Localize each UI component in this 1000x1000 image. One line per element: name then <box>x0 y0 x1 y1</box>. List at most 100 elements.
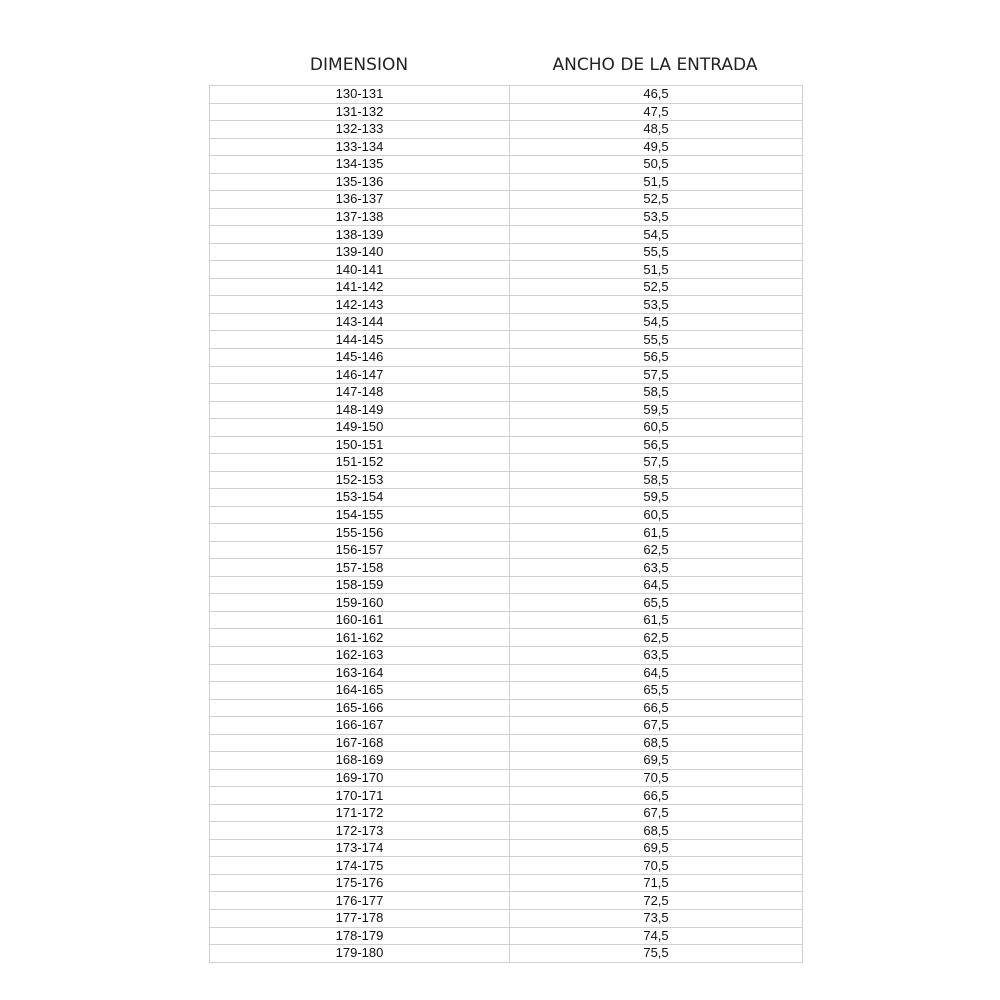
dimension-cell: 146-147 <box>209 365 510 385</box>
table-row: 150-151 56,5 <box>209 435 803 455</box>
table-row: 153-154 59,5 <box>209 488 803 507</box>
table-row: 133-134 49,5 <box>209 137 803 157</box>
table-row: 138-139 54,5 <box>209 225 803 244</box>
column-header-entry-width: ANCHO DE LA ENTRADA <box>552 55 758 75</box>
entry-width-cell: 73,5 <box>509 908 803 928</box>
entry-width-cell: 67,5 <box>509 803 803 823</box>
dimension-cell: 139-140 <box>209 242 510 262</box>
dimension-cell: 164-165 <box>209 681 510 700</box>
entry-width-cell: 53,5 <box>509 207 803 227</box>
dimension-cell: 173-174 <box>209 838 510 858</box>
table-row: 171-172 67,5 <box>209 803 803 823</box>
entry-width-cell: 72,5 <box>509 891 803 910</box>
table-row: 174-175 70,5 <box>209 856 803 875</box>
entry-width-cell: 57,5 <box>509 453 803 472</box>
entry-width-cell: 68,5 <box>509 821 803 840</box>
entry-width-cell: 51,5 <box>509 260 803 279</box>
table-row: 169-170 70,5 <box>209 768 803 788</box>
dimension-cell: 133-134 <box>209 137 510 157</box>
dimension-cell: 147-148 <box>209 383 510 402</box>
table-row: 176-177 72,5 <box>209 891 803 910</box>
table-row: 159-160 65,5 <box>209 593 803 612</box>
table-row: 158-159 64,5 <box>209 575 803 595</box>
dimension-cell: 174-175 <box>209 856 510 875</box>
dimension-cell: 141-142 <box>209 277 510 297</box>
table-row: 143-144 54,5 <box>209 312 803 332</box>
entry-width-cell: 60,5 <box>509 418 803 437</box>
table-row: 155-156 61,5 <box>209 523 803 542</box>
table-row: 131-132 47,5 <box>209 102 803 122</box>
column-header-dimension: DIMENSION <box>309 55 409 75</box>
table-row: 175-176 71,5 <box>209 873 803 893</box>
table-row: 130-131 46,5 <box>209 85 803 104</box>
entry-width-cell: 69,5 <box>509 751 803 770</box>
entry-width-cell: 63,5 <box>509 646 803 665</box>
entry-width-cell: 61,5 <box>509 610 803 630</box>
dimension-cell: 152-153 <box>209 470 510 490</box>
table-row: 160-161 61,5 <box>209 610 803 630</box>
entry-width-cell: 74,5 <box>509 926 803 946</box>
entry-width-cell: 66,5 <box>509 698 803 718</box>
entry-width-cell: 66,5 <box>509 786 803 805</box>
entry-width-cell: 62,5 <box>509 628 803 647</box>
dimension-cell: 145-146 <box>209 347 510 367</box>
entry-width-cell: 75,5 <box>509 944 803 963</box>
dimension-cell: 162-163 <box>209 646 510 665</box>
dimension-cell: 161-162 <box>209 628 510 647</box>
entry-width-cell: 46,5 <box>509 85 803 104</box>
table-row: 178-179 74,5 <box>209 926 803 946</box>
dimension-cell: 136-137 <box>209 190 510 209</box>
table-row: 170-171 66,5 <box>209 786 803 805</box>
table-row: 132-133 48,5 <box>209 120 803 139</box>
table-row: 147-148 58,5 <box>209 383 803 402</box>
dimension-cell: 169-170 <box>209 768 510 788</box>
dimension-cell: 144-145 <box>209 330 510 349</box>
table-row: 139-140 55,5 <box>209 242 803 262</box>
dimension-cell: 135-136 <box>209 172 510 192</box>
dimension-cell: 176-177 <box>209 891 510 910</box>
dimension-cell: 140-141 <box>209 260 510 279</box>
dimension-cell: 130-131 <box>209 85 510 104</box>
table-row: 149-150 60,5 <box>209 418 803 437</box>
entry-width-cell: 50,5 <box>509 155 803 174</box>
entry-width-cell: 49,5 <box>509 137 803 157</box>
dimension-cell: 167-168 <box>209 733 510 753</box>
entry-width-cell: 51,5 <box>509 172 803 192</box>
entry-width-cell: 65,5 <box>509 593 803 612</box>
table-row: 141-142 52,5 <box>209 277 803 297</box>
entry-width-cell: 48,5 <box>509 120 803 139</box>
dimension-cell: 163-164 <box>209 663 510 683</box>
dimension-cell: 156-157 <box>209 540 510 560</box>
dimension-cell: 153-154 <box>209 488 510 507</box>
table-row: 142-143 53,5 <box>209 295 803 314</box>
dimension-cell: 155-156 <box>209 523 510 542</box>
table-row: 166-167 67,5 <box>209 716 803 735</box>
table-row: 152-153 58,5 <box>209 470 803 490</box>
table-row: 163-164 64,5 <box>209 663 803 683</box>
entry-width-cell: 70,5 <box>509 768 803 788</box>
entry-width-cell: 56,5 <box>509 347 803 367</box>
table-row: 167-168 68,5 <box>209 733 803 753</box>
dimension-cell: 143-144 <box>209 312 510 332</box>
table-row: 137-138 53,5 <box>209 207 803 227</box>
table-row: 144-145 55,5 <box>209 330 803 349</box>
table-row: 165-166 66,5 <box>209 698 803 718</box>
table-row: 168-169 69,5 <box>209 751 803 770</box>
entry-width-cell: 67,5 <box>509 716 803 735</box>
size-table: 130-131 46,5 131-132 47,5 132-133 48,5 133-134… <box>209 85 803 963</box>
table-row: 145-146 56,5 <box>209 347 803 367</box>
table-row: 135-136 51,5 <box>209 172 803 192</box>
table-row: 154-155 60,5 <box>209 505 803 525</box>
table-row: 136-137 52,5 <box>209 190 803 209</box>
dimension-cell: 137-138 <box>209 207 510 227</box>
table-row: 173-174 69,5 <box>209 838 803 858</box>
entry-width-cell: 47,5 <box>509 102 803 122</box>
table-row: 162-163 63,5 <box>209 646 803 665</box>
dimension-cell: 148-149 <box>209 400 510 420</box>
entry-width-cell: 61,5 <box>509 523 803 542</box>
entry-width-cell: 58,5 <box>509 383 803 402</box>
entry-width-cell: 59,5 <box>509 400 803 420</box>
table-row: 140-141 51,5 <box>209 260 803 279</box>
entry-width-cell: 57,5 <box>509 365 803 385</box>
entry-width-cell: 71,5 <box>509 873 803 893</box>
